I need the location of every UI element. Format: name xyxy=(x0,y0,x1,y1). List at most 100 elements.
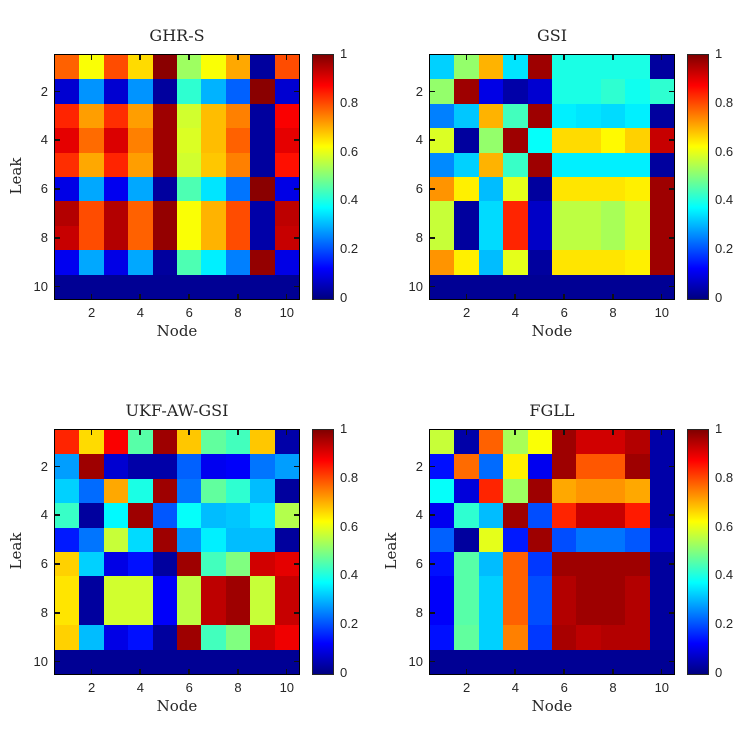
heatmap-cell xyxy=(527,478,552,504)
y-tick-label: 4 xyxy=(415,507,423,523)
heatmap-cell xyxy=(454,576,479,601)
subplot-fgll: FGLL Leak Node 2 4 6 8 10 2 4 6 8 10 0 0.2 0.4 0.6 0.8… xyxy=(375,375,750,750)
y-tick-mark xyxy=(294,285,299,288)
y-tick-label: 6 xyxy=(415,556,423,572)
heatmap-cell xyxy=(201,551,226,577)
heatmap-cell xyxy=(152,478,177,504)
heatmap-cell xyxy=(503,225,528,251)
heatmap-cell xyxy=(201,274,226,299)
heatmap-cell xyxy=(103,79,129,104)
heatmap-cell xyxy=(576,103,601,129)
x-tick-label: 10 xyxy=(279,305,295,320)
heatmap-cell xyxy=(503,625,528,650)
heatmap-cell xyxy=(576,430,601,455)
heatmap-cell xyxy=(649,152,674,177)
x-tick-mark xyxy=(90,294,93,299)
heatmap-cell xyxy=(625,527,650,552)
heatmap-cell xyxy=(201,152,226,177)
heatmap-cell xyxy=(103,600,129,626)
colorbar-tick-label: 0.2 xyxy=(715,616,734,632)
heatmap-cell xyxy=(152,274,177,299)
y-tick-mark xyxy=(55,465,60,468)
heatmap-cell xyxy=(600,250,626,275)
x-tick-label: 10 xyxy=(654,680,670,695)
colorbar-tick-label: 1 xyxy=(715,46,723,61)
heatmap-cell xyxy=(274,625,299,650)
y-tick-label: 6 xyxy=(40,181,48,197)
heatmap-cell xyxy=(600,176,626,202)
heatmap-cell xyxy=(454,503,479,528)
y-tick-label: 6 xyxy=(40,556,48,572)
heatmap-cell xyxy=(55,478,80,504)
x-tick-mark xyxy=(188,430,190,435)
heatmap-cell xyxy=(225,79,251,104)
heatmap-cell xyxy=(128,576,153,601)
heatmap-cell xyxy=(551,576,577,601)
heatmap-cell xyxy=(551,503,577,528)
x-tick-label: 6 xyxy=(185,305,193,320)
x-tick-mark xyxy=(285,55,288,60)
x-tick-label: 8 xyxy=(609,680,617,695)
heatmap-cell xyxy=(103,201,129,226)
x-tick-mark xyxy=(660,669,663,674)
x-tick-mark xyxy=(139,55,141,60)
heatmap-cell xyxy=(250,103,275,129)
colorbar-tick-label: 0.8 xyxy=(340,94,359,110)
heatmap-cell xyxy=(152,201,177,226)
heatmap-cell xyxy=(576,454,601,479)
heatmap-cell xyxy=(503,527,528,552)
y-tick-mark xyxy=(55,563,60,565)
heatmap-cell xyxy=(274,527,299,552)
colorbar-tick-label: 0.8 xyxy=(340,469,359,485)
colorbar-tick-label: 0.8 xyxy=(715,469,734,485)
heatmap-cell xyxy=(250,576,275,601)
y-tick-mark xyxy=(669,660,674,663)
heatmap-cell xyxy=(478,454,504,479)
heatmap-cell xyxy=(152,176,177,202)
heatmap-cell xyxy=(225,503,251,528)
heatmap-cell xyxy=(201,430,226,455)
colorbar-tick-label: 0.2 xyxy=(340,616,359,632)
heatmap-cell xyxy=(625,478,650,504)
heatmap-cell xyxy=(430,55,455,80)
heatmap-cell xyxy=(600,551,626,577)
colorbar xyxy=(312,54,334,300)
heatmap-grid xyxy=(429,54,675,300)
heatmap-cell xyxy=(103,527,129,552)
y-tick-label: 8 xyxy=(40,230,48,245)
heatmap-cell xyxy=(576,551,601,577)
heatmap-cell xyxy=(625,454,650,479)
heatmap-cell xyxy=(176,503,202,528)
heatmap-cell xyxy=(79,527,104,552)
heatmap-cell xyxy=(250,152,275,177)
heatmap-cell xyxy=(527,600,552,626)
colorbar-tick-label: 0.4 xyxy=(340,192,359,208)
x-tick-mark xyxy=(514,55,516,60)
y-tick-mark xyxy=(55,188,60,190)
heatmap-cell xyxy=(201,454,226,479)
heatmap-cell xyxy=(503,176,528,202)
heatmap-cell xyxy=(454,201,479,226)
heatmap-cell xyxy=(103,430,129,455)
heatmap-cell xyxy=(250,625,275,650)
x-tick-label: 6 xyxy=(185,680,193,695)
heatmap-cell xyxy=(152,527,177,552)
heatmap-cell xyxy=(503,551,528,577)
colorbar-tick-label: 0 xyxy=(340,665,348,680)
x-tick-mark xyxy=(237,669,239,674)
heatmap-cell xyxy=(454,478,479,504)
heatmap-cell xyxy=(103,176,129,202)
colorbar-tick-label: 0 xyxy=(715,290,723,305)
heatmap-cell xyxy=(503,79,528,104)
x-tick-label: 10 xyxy=(279,680,295,695)
colorbar xyxy=(312,429,334,675)
heatmap-cell xyxy=(625,274,650,299)
heatmap-cell xyxy=(649,250,674,275)
y-tick-mark xyxy=(294,90,299,93)
heatmap-cell xyxy=(103,152,129,177)
heatmap-cell xyxy=(430,478,455,504)
x-tick-mark xyxy=(139,294,141,299)
heatmap-cell xyxy=(625,649,650,674)
heatmap-cell xyxy=(527,576,552,601)
heatmap-cell xyxy=(600,454,626,479)
